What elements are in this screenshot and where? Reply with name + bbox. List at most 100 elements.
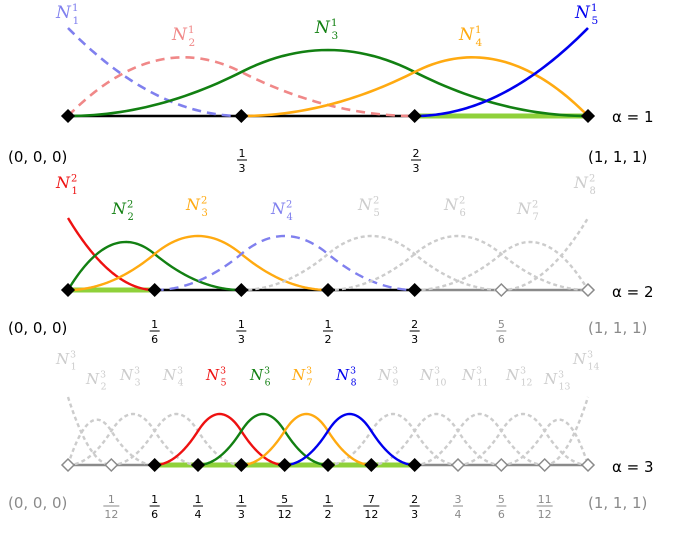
basis-curve-n14-level-3 xyxy=(544,396,590,467)
basis-curve-n3-level-1 xyxy=(67,48,589,118)
knot-marker-level-1-2 xyxy=(407,108,422,124)
basis-label-n4-level-1: N1 4 xyxy=(458,24,482,49)
svg-text:1: 1 xyxy=(151,493,158,506)
svg-text:3: 3 xyxy=(238,333,245,346)
alpha-label-level-2: α = 2 xyxy=(612,283,654,301)
basis-label-n1-level-3: N3 1 xyxy=(55,350,77,373)
knot-marker-level-3-3 xyxy=(190,457,206,473)
right-endpoint-label-level-2: (1, 1, 1) xyxy=(588,319,647,337)
svg-text:5: 5 xyxy=(498,318,505,331)
knot-marker-level-3-8 xyxy=(407,457,422,473)
right-endpoint-label-level-3: (1, 1, 1) xyxy=(588,494,647,512)
basis-curve-n6-level-2 xyxy=(327,234,589,292)
basis-label-n8-level-2: N2 8 xyxy=(573,173,596,197)
knot-marker-level-2-2 xyxy=(234,282,249,298)
knot-marker-level-3-0 xyxy=(60,457,76,473)
svg-text:6: 6 xyxy=(151,333,158,346)
svg-text:6: 6 xyxy=(151,508,158,521)
knot-marker-level-3-11 xyxy=(537,457,552,473)
knot-marker-open-level-2-0 xyxy=(494,282,509,298)
basis-label-n13-level-3: N3 13 xyxy=(543,370,571,393)
knot-label-level-1-0: 13 xyxy=(237,147,247,175)
basis-label-n5-level-3: N3 5 xyxy=(205,366,227,389)
basis-curve-n1-level-3 xyxy=(66,396,112,467)
svg-text:2: 2 xyxy=(411,318,418,331)
knot-marker-level-1-3 xyxy=(580,108,596,124)
knot-label-level-2-3: 23 xyxy=(409,318,420,346)
svg-text:2: 2 xyxy=(325,333,332,346)
basis-curve-n12-level-3 xyxy=(457,412,589,467)
knot-label-level-3-6: 712 xyxy=(363,493,380,521)
basis-label-n1-level-1: N1 1 xyxy=(55,2,79,27)
knot-marker-level-1-0 xyxy=(60,108,76,124)
basis-curve-n2-level-1 xyxy=(67,56,415,118)
basis-curve-n1-level-1 xyxy=(67,27,242,118)
basis-label-n7-level-3: N3 7 xyxy=(291,366,313,389)
basis-label-n2-level-2: N2 2 xyxy=(111,199,134,223)
basis-label-n5-level-2: N2 5 xyxy=(357,195,380,219)
basis-label-n2-level-3: N3 2 xyxy=(85,370,107,393)
basis-curve-n8-level-2 xyxy=(501,217,590,292)
basis-curve-n4-level-1 xyxy=(241,56,589,118)
knot-label-level-3-5: 12 xyxy=(323,493,333,521)
knot-marker-level-3-2 xyxy=(147,457,162,473)
svg-text:2: 2 xyxy=(413,147,420,160)
basis-label-n8-level-3: N3 8 xyxy=(335,366,357,389)
knot-marker-level-3-1 xyxy=(104,457,119,473)
knot-label-level-2-4: 56 xyxy=(496,318,507,346)
svg-text:6: 6 xyxy=(498,333,505,346)
svg-text:1: 1 xyxy=(238,318,245,331)
basis-label-n10-level-3: N3 10 xyxy=(419,366,447,389)
knot-label-level-3-2: 14 xyxy=(193,493,203,521)
svg-text:1: 1 xyxy=(195,493,202,506)
svg-text:12: 12 xyxy=(364,508,378,521)
knot-marker-level-1-1 xyxy=(234,108,249,124)
svg-text:11: 11 xyxy=(538,493,552,506)
svg-text:4: 4 xyxy=(455,508,462,521)
svg-text:2: 2 xyxy=(325,508,332,521)
svg-text:3: 3 xyxy=(455,493,462,506)
alpha-label-level-1: α = 1 xyxy=(612,108,654,126)
knot-marker-open-level-2-1 xyxy=(580,282,596,298)
basis-label-n1-level-2: N2 1 xyxy=(55,173,78,197)
knot-label-level-3-8: 34 xyxy=(453,493,463,521)
knot-marker-level-2-1 xyxy=(147,282,162,298)
basis-label-n11-level-3: N3 11 xyxy=(461,366,488,389)
basis-curve-n8-level-3 xyxy=(284,412,415,467)
basis-curve-n7-level-3 xyxy=(241,412,372,467)
basis-label-n5-level-1: N1 5 xyxy=(574,2,598,27)
basis-label-n4-level-3: N3 4 xyxy=(162,366,184,389)
knot-marker-level-3-12 xyxy=(580,457,596,473)
basis-label-n6-level-2: N2 6 xyxy=(443,195,466,219)
alpha-label-level-3: α = 3 xyxy=(612,458,654,476)
basis-label-n4-level-2: N2 4 xyxy=(270,199,293,223)
basis-label-n2-level-1: N1 2 xyxy=(171,24,195,49)
svg-text:7: 7 xyxy=(368,493,375,506)
svg-text:1: 1 xyxy=(325,318,332,331)
knot-label-level-1-1: 23 xyxy=(411,147,421,175)
knot-label-level-3-9: 56 xyxy=(496,493,507,521)
knot-marker-level-3-10 xyxy=(494,457,509,473)
knot-marker-level-2-3 xyxy=(320,282,336,298)
knot-label-level-2-0: 16 xyxy=(149,318,160,346)
basis-label-n9-level-3: N3 9 xyxy=(377,366,399,389)
svg-text:1: 1 xyxy=(239,147,246,160)
svg-text:3: 3 xyxy=(411,508,418,521)
svg-text:6: 6 xyxy=(498,508,505,521)
knot-label-level-3-3: 13 xyxy=(236,493,247,521)
left-endpoint-label-level-2: (0, 0, 0) xyxy=(8,319,67,337)
knot-label-level-3-0: 112 xyxy=(103,493,120,521)
knot-label-level-2-2: 12 xyxy=(323,318,333,346)
basis-label-n7-level-2: N2 7 xyxy=(516,199,539,223)
basis-label-n3-level-1: N1 3 xyxy=(314,17,338,42)
knot-label-level-3-1: 16 xyxy=(149,493,160,521)
knot-marker-level-2-0 xyxy=(60,282,76,298)
basis-curve-n5-level-2 xyxy=(241,234,502,292)
basis-curve-n5-level-1 xyxy=(414,27,589,118)
svg-text:3: 3 xyxy=(413,162,420,175)
left-endpoint-label-level-3: (0, 0, 0) xyxy=(8,494,67,512)
basis-curve-n13-level-3 xyxy=(501,418,590,467)
knot-marker-level-3-6 xyxy=(320,457,336,473)
knot-marker-level-3-7 xyxy=(364,457,379,473)
